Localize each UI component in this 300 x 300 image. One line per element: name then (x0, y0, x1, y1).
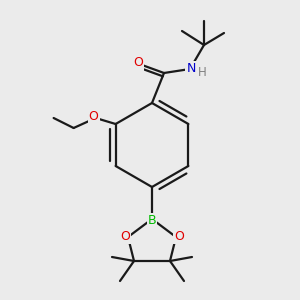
Text: N: N (186, 61, 196, 74)
Text: O: O (89, 110, 99, 124)
Text: O: O (120, 230, 130, 242)
Text: B: B (148, 214, 156, 226)
Text: O: O (174, 230, 184, 242)
Text: H: H (198, 67, 206, 80)
Text: O: O (133, 56, 143, 70)
